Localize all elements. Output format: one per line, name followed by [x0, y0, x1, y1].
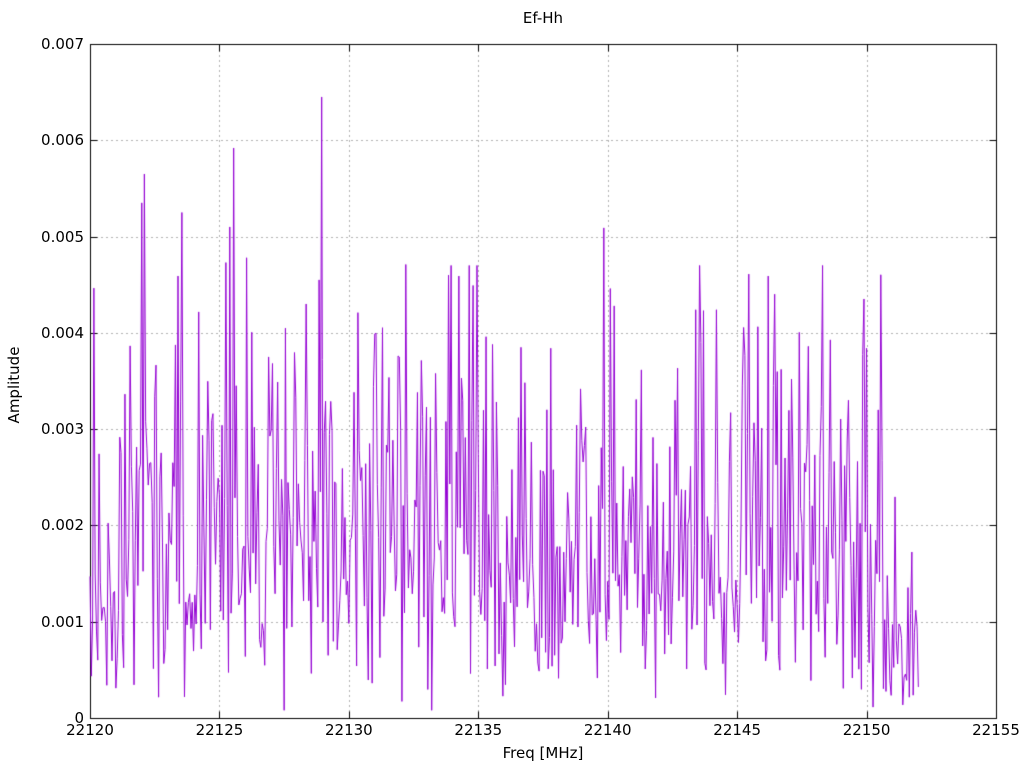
y-tick-label: 0.001	[41, 612, 84, 631]
x-tick-label: 22135	[454, 721, 503, 739]
y-tick-label: 0.003	[41, 420, 84, 439]
y-tick-label: 0.005	[41, 227, 84, 246]
y-axis-label: Amplitude	[5, 346, 23, 424]
y-tick-label: 0.004	[41, 323, 84, 342]
x-tick-label: 22145	[713, 721, 761, 739]
x-tick-label: 22130	[324, 721, 373, 739]
x-axis-label: Freq [MHz]	[502, 744, 584, 762]
y-tick-label: 0.002	[41, 516, 84, 535]
y-tick-label: 0	[74, 709, 84, 727]
x-tick-label: 22125	[195, 721, 244, 739]
x-tick-label: 22150	[842, 721, 891, 739]
x-tick-label: 22140	[583, 721, 632, 739]
x-tick-label: 22120	[66, 721, 114, 739]
x-tick-label: 22155	[972, 721, 1020, 739]
y-tick-label: 0.007	[41, 35, 84, 53]
chart-title: Ef-Hh	[522, 9, 564, 27]
y-tick-label: 0.006	[41, 131, 84, 150]
